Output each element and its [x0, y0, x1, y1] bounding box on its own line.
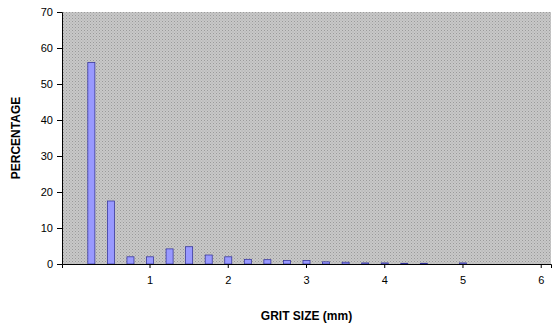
bars	[88, 62, 467, 264]
bar	[440, 264, 447, 265]
x-tick-label: 6	[538, 274, 544, 286]
x-tick-mark	[306, 264, 307, 268]
x-tick-mark	[462, 264, 463, 268]
y-tick-label: 70	[41, 6, 53, 18]
bar	[303, 260, 310, 264]
bar	[166, 249, 173, 264]
y-tick: 30	[41, 150, 62, 162]
bar	[225, 257, 232, 264]
bar	[381, 263, 388, 264]
x-tick: 5	[460, 264, 466, 286]
bar	[88, 62, 95, 264]
bar	[244, 259, 251, 264]
x-tick: 4	[382, 264, 388, 286]
y-tick-label: 60	[41, 42, 53, 54]
x-tick-label: 4	[382, 274, 388, 286]
bar	[362, 263, 369, 264]
y-tick: 10	[41, 222, 62, 234]
y-tick-mark	[57, 120, 62, 121]
bar	[342, 262, 349, 264]
x-tick: 1	[147, 264, 153, 286]
y-tick: 50	[41, 78, 62, 90]
y-tick-label: 20	[41, 186, 53, 198]
y-tick-label: 30	[41, 150, 53, 162]
x-tick-label: 3	[303, 274, 309, 286]
plot-background	[62, 12, 551, 264]
y-tick-mark	[57, 264, 62, 265]
y-axis: 0 10 20 30 40 50 60 70	[41, 6, 63, 270]
x-tick: 6	[538, 264, 544, 286]
x-axis: 1 2 3 4 5 6	[63, 264, 552, 286]
y-tick: 70	[41, 6, 62, 18]
y-tick-mark	[57, 156, 62, 157]
bar	[518, 264, 525, 265]
y-tick-label: 0	[47, 258, 53, 270]
x-tick-label: 2	[225, 274, 231, 286]
x-tick-mark	[228, 264, 229, 268]
y-tick: 0	[47, 258, 62, 270]
bar	[283, 260, 290, 264]
y-tick-mark	[57, 228, 62, 229]
y-tick-mark	[57, 12, 62, 13]
y-axis-title: PERCENTAGE	[9, 97, 23, 179]
x-axis-title: GRIT SIZE (mm)	[261, 309, 352, 323]
x-tick: 2	[225, 264, 231, 286]
y-axis-line	[57, 13, 63, 265]
y-tick-label: 10	[41, 222, 53, 234]
x-tick: 3	[303, 264, 309, 286]
bar	[107, 201, 114, 264]
bar	[127, 257, 134, 264]
bar	[205, 255, 212, 264]
bar	[146, 257, 153, 264]
y-tick: 60	[41, 42, 62, 54]
y-tick-mark	[57, 48, 62, 49]
bar	[420, 263, 427, 264]
y-tick: 40	[41, 114, 62, 126]
bar	[479, 264, 486, 265]
y-tick: 20	[41, 186, 62, 198]
x-tick-mark	[150, 264, 151, 268]
y-tick-mark	[57, 192, 62, 193]
bar	[264, 260, 271, 264]
bar	[401, 263, 408, 264]
x-tick-label: 5	[460, 274, 466, 286]
y-tick-label: 40	[41, 114, 53, 126]
x-tick-label: 1	[147, 274, 153, 286]
x-tick-mark	[541, 264, 542, 268]
x-tick-mark	[384, 264, 385, 268]
x-axis-line	[63, 265, 552, 269]
bar	[538, 264, 545, 265]
bar	[323, 262, 330, 264]
bar	[499, 264, 506, 265]
bar	[186, 247, 193, 264]
chart: 0 10 20 30 40 50 60 70 1 2 3 4 5 6 GRIT SIZE (mm) PERCE…	[0, 0, 559, 331]
bar	[459, 263, 466, 264]
y-tick-label: 50	[41, 78, 53, 90]
bar	[68, 264, 75, 265]
y-tick-mark	[57, 84, 62, 85]
